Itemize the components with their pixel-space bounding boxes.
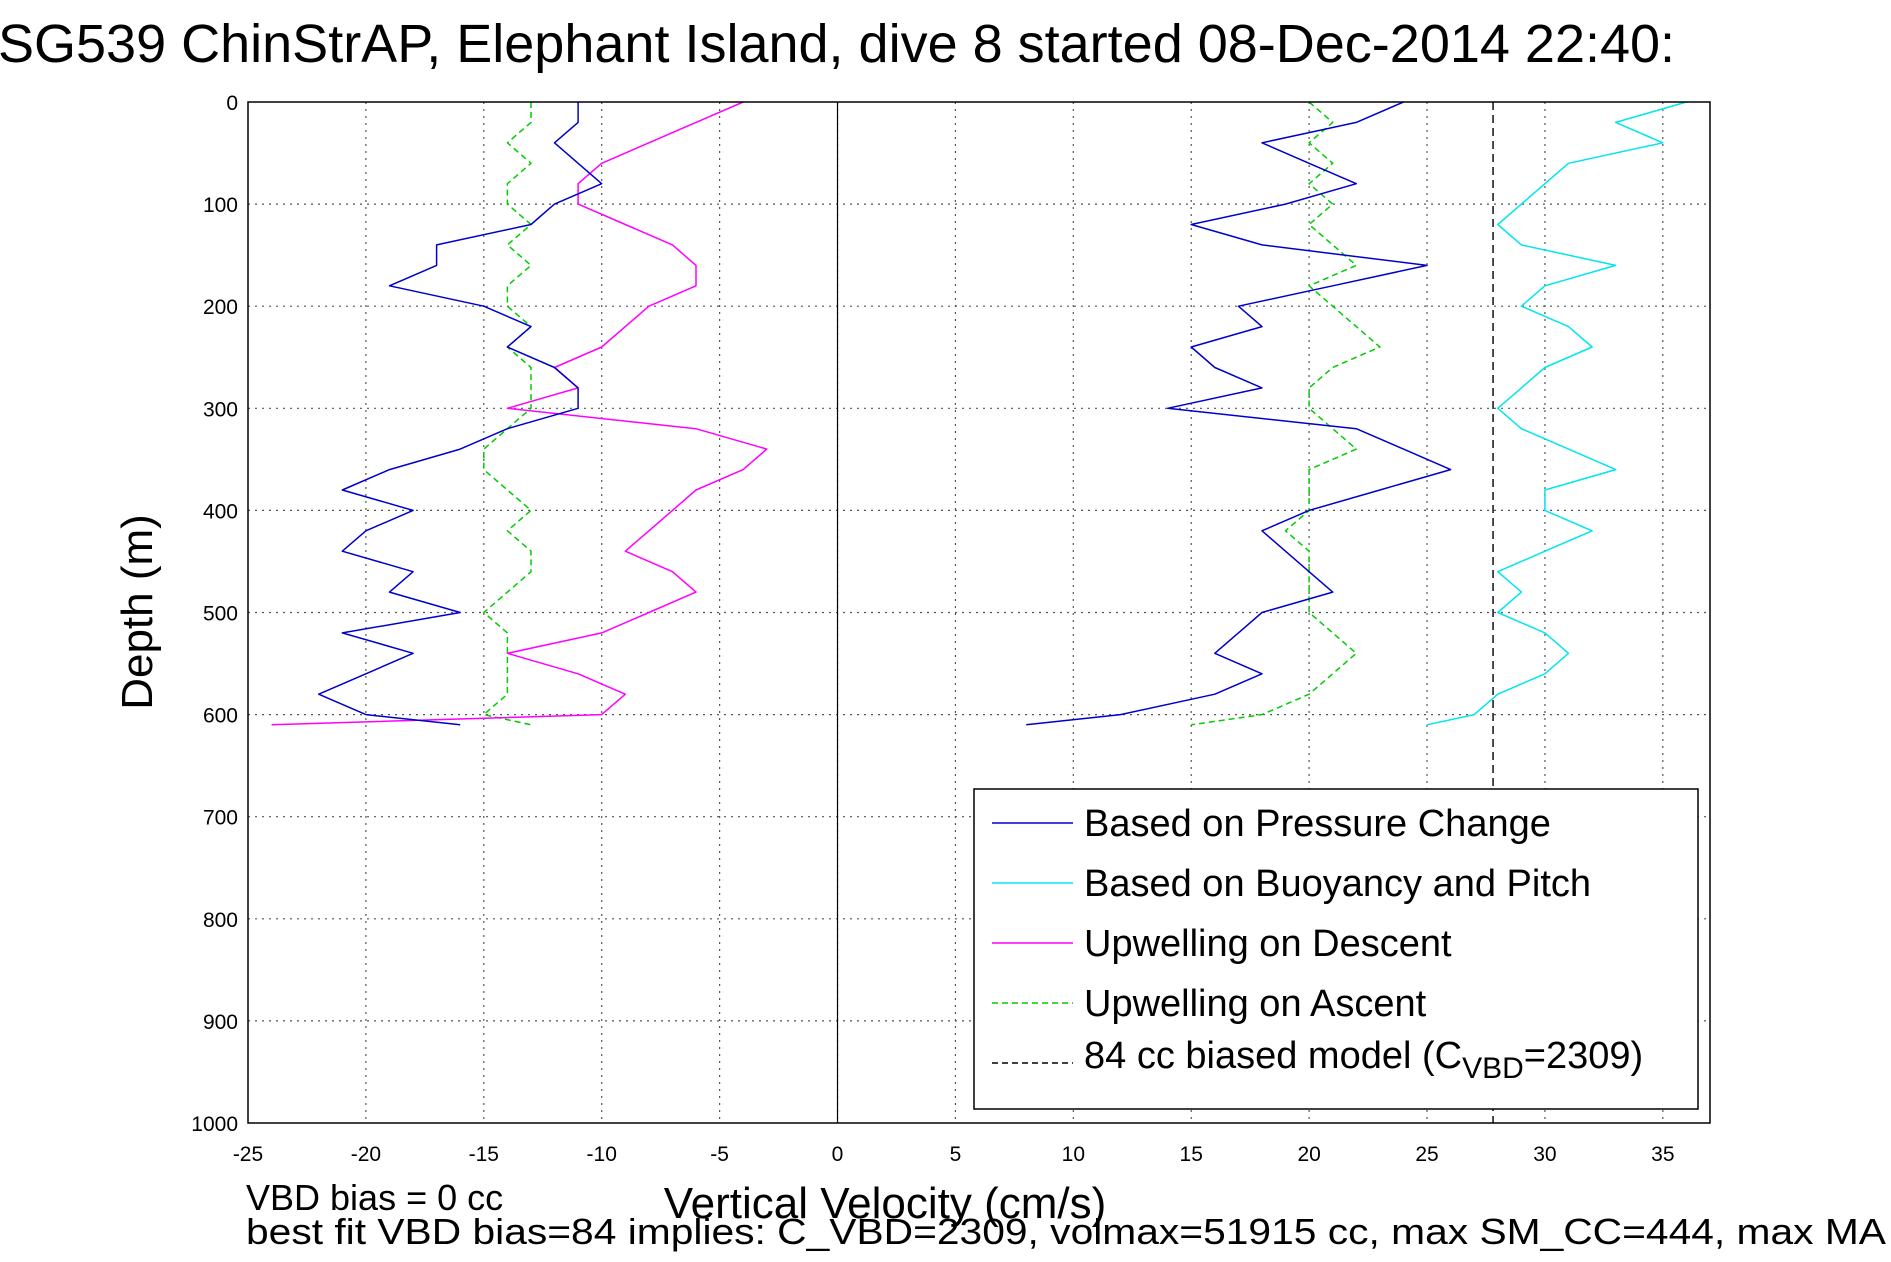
series-upwelling-ascent-ascent-side <box>1191 101 1381 726</box>
legend-label-biased-model-main: 84 cc biased model (C <box>1084 1035 1462 1077</box>
footer-line-1: VBD bias = 0 cc <box>246 1177 503 1218</box>
y-tick-label: 100 <box>203 194 238 217</box>
y-tick-label: 400 <box>203 500 238 523</box>
x-tick-label: 35 <box>1651 1143 1674 1166</box>
footer-line-2: best fit VBD bias=84 implies: C_VBD=2309… <box>246 1211 1886 1252</box>
x-tick-labels: -25 -20 -15 -10 -5 0 5 10 15 20 25 30 35 <box>233 1143 1675 1166</box>
y-tick-label: 1000 <box>191 1113 238 1136</box>
legend-label-biased-model-sub: VBD <box>1462 1052 1524 1085</box>
x-tick-label: 25 <box>1415 1143 1438 1166</box>
legend-label-biased-model: 84 cc biased model (CVBD=2309) <box>1084 1035 1643 1085</box>
legend-label-pressure: Based on Pressure Change <box>1084 803 1551 845</box>
legend-label-buoyancy: Based on Buoyancy and Pitch <box>1084 863 1591 905</box>
plot-frame <box>247 101 1711 1124</box>
y-tick-labels: 0 100 200 300 400 500 600 700 800 900 1000 <box>191 92 238 1136</box>
x-tick-label: 5 <box>950 1143 962 1166</box>
series-buoyancy-pitch <box>1426 101 1687 726</box>
x-tick-label: 10 <box>1062 1143 1085 1166</box>
series-pressure-change-descent <box>317 102 603 726</box>
series-upwelling-descent <box>271 101 768 726</box>
x-axis-label: Vertical Velocity (cm/s) <box>664 1179 1107 1228</box>
x-tick-label: 20 <box>1297 1143 1320 1166</box>
legend-box <box>973 788 1699 1110</box>
series-upwelling-ascent-descent-side <box>483 102 532 726</box>
legend-label-biased-model-tail: =2309) <box>1524 1035 1643 1077</box>
x-tick-label: -20 <box>351 1143 381 1166</box>
y-axis-label: Depth (m) <box>113 514 162 710</box>
y-tick-label: 300 <box>203 398 238 421</box>
x-tick-label: 0 <box>832 1143 844 1166</box>
legend-label-upwelling-ascent: Upwelling on Ascent <box>1084 983 1427 1025</box>
legend: Based on Pressure Change Based on Buoyan… <box>973 788 1699 1110</box>
y-tick-label: 700 <box>203 807 238 830</box>
series-pressure-change-ascent <box>1026 101 1452 726</box>
x-tick-label: 30 <box>1533 1143 1556 1166</box>
chart-title: SG539 ChinStrAP, Elephant Island, dive 8… <box>0 14 1675 74</box>
y-tick-label: 500 <box>203 603 238 626</box>
legend-label-upwelling-descent: Upwelling on Descent <box>1084 923 1452 965</box>
x-tick-label: -10 <box>587 1143 617 1166</box>
y-tick-label: 900 <box>203 1011 238 1034</box>
x-tick-label: -5 <box>710 1143 729 1166</box>
x-tick-label: -15 <box>469 1143 499 1166</box>
x-tick-label: -25 <box>233 1143 263 1166</box>
y-tick-label: 600 <box>203 705 238 728</box>
x-tick-label: 15 <box>1180 1143 1203 1166</box>
y-tick-label: 800 <box>203 909 238 932</box>
y-tick-label: 0 <box>226 92 238 115</box>
y-tick-label: 200 <box>203 296 238 319</box>
